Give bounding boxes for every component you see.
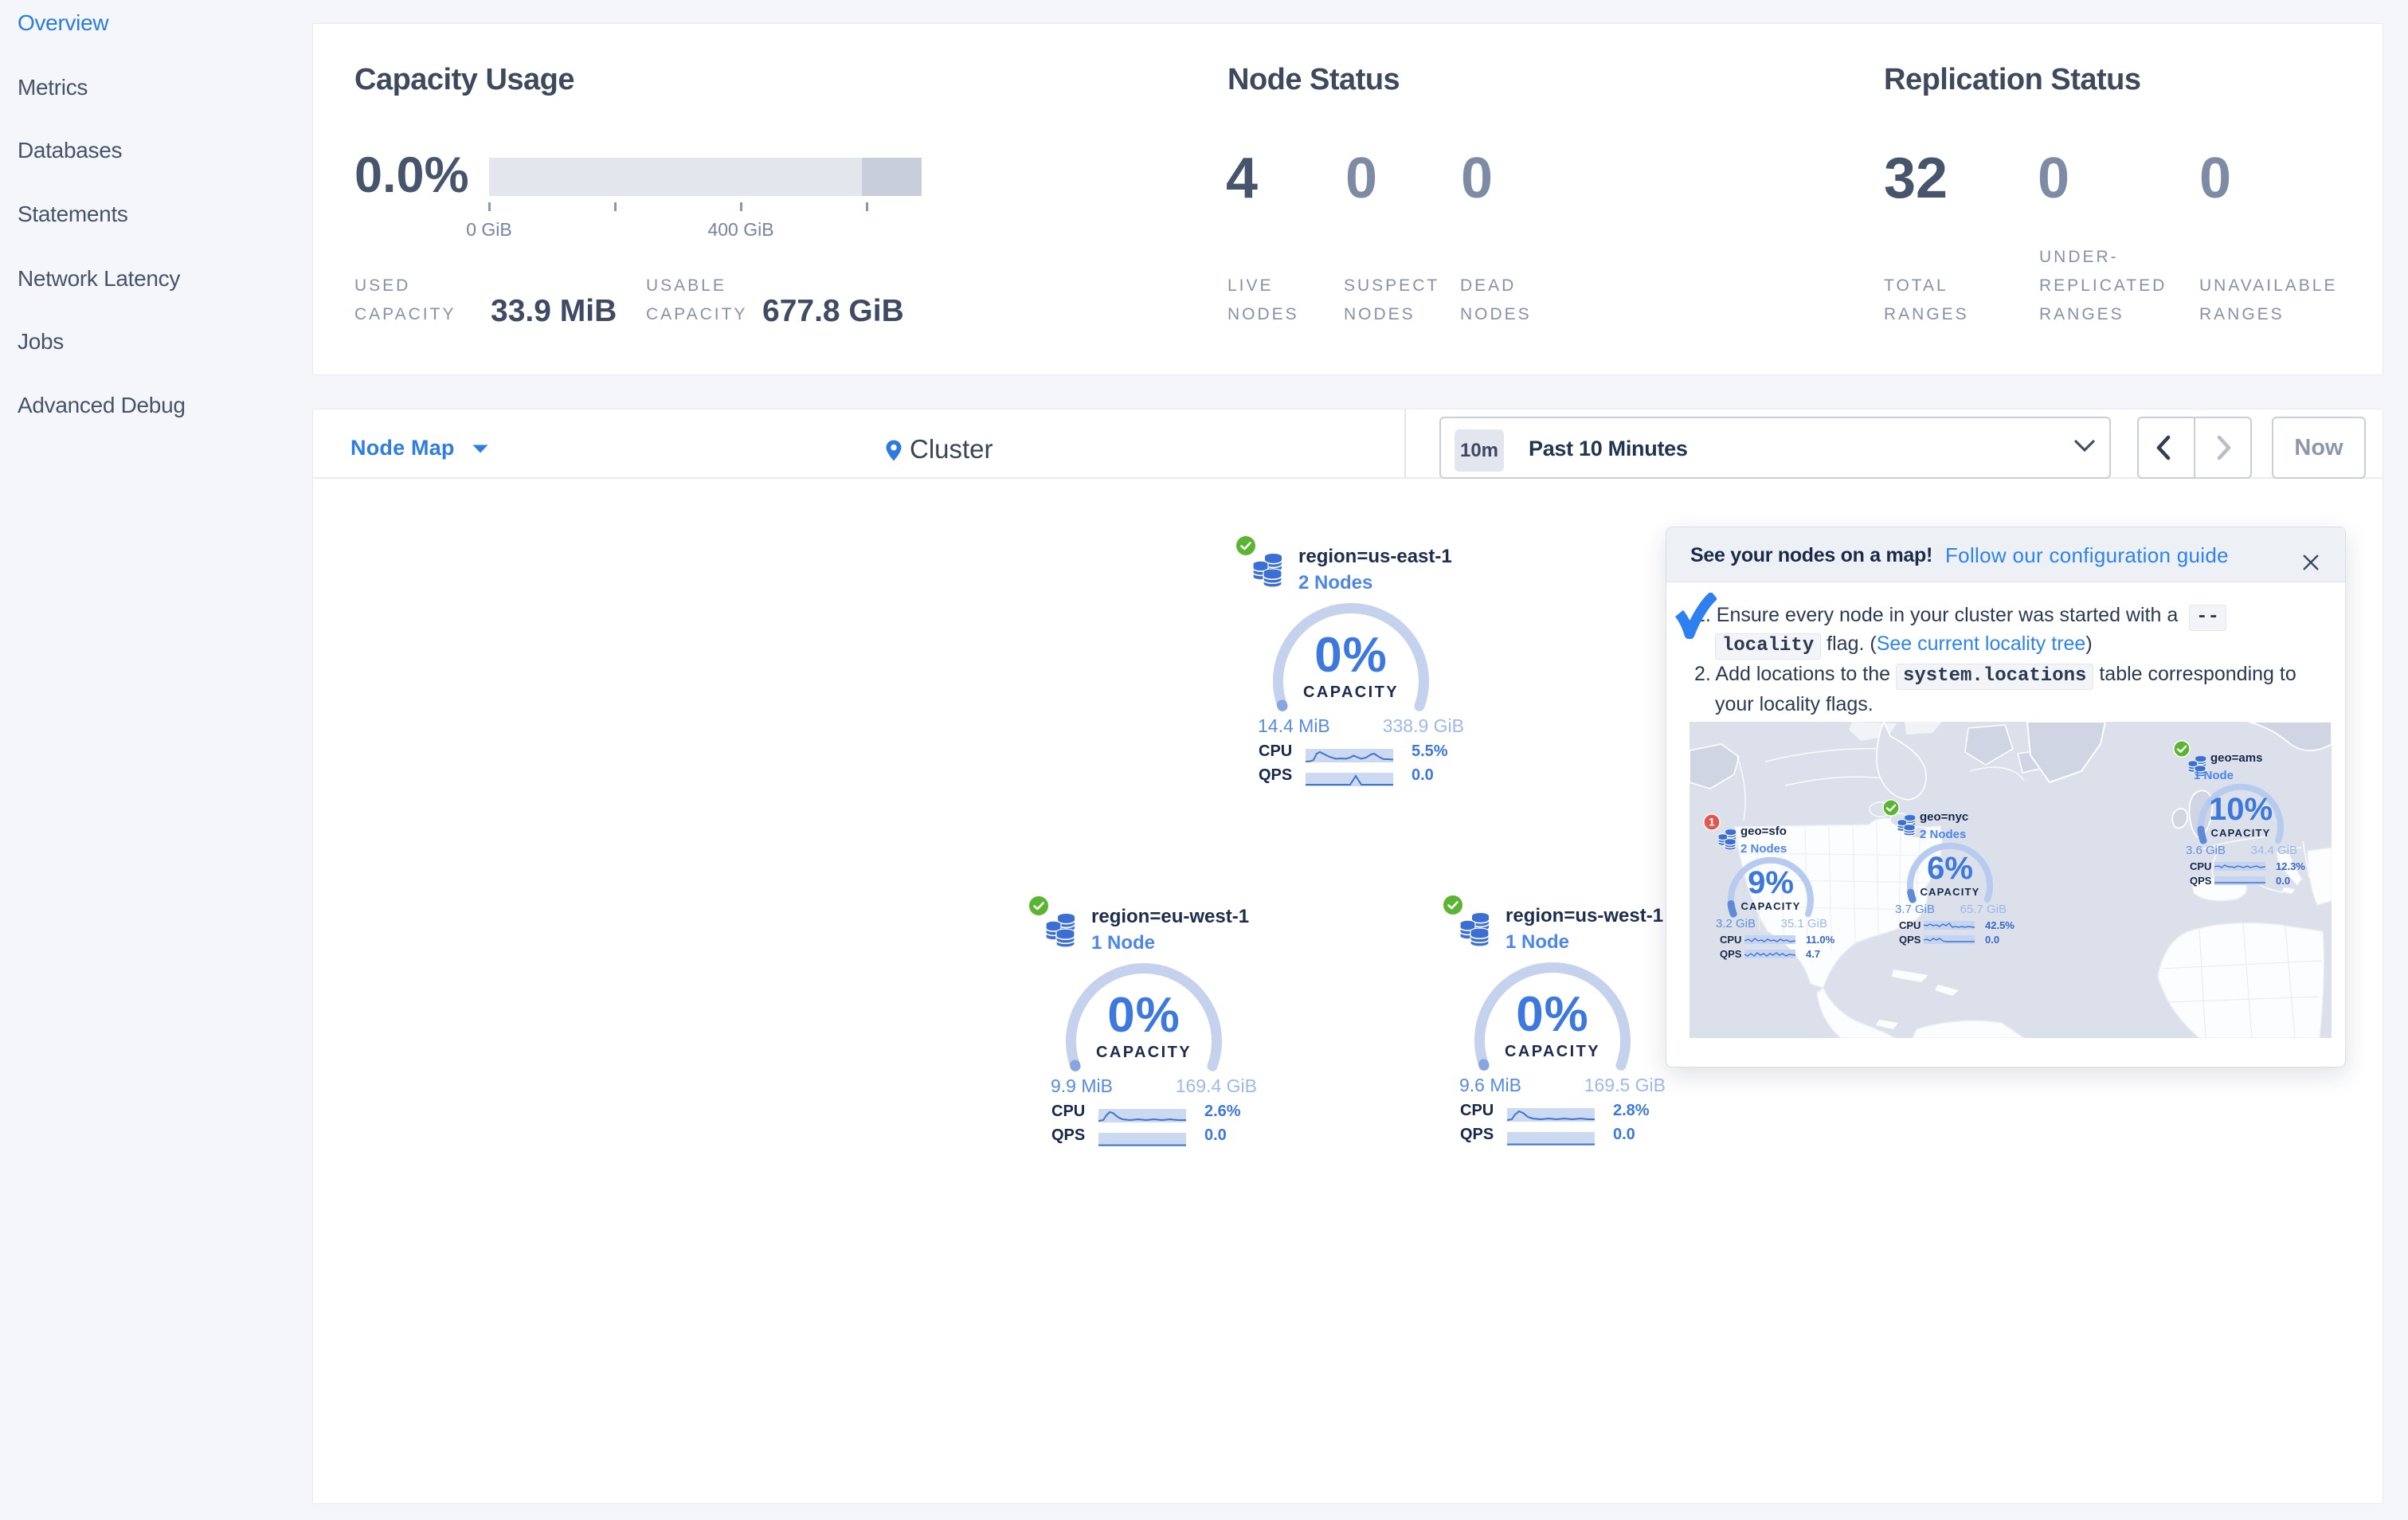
svg-text:1: 1 xyxy=(1709,817,1715,829)
